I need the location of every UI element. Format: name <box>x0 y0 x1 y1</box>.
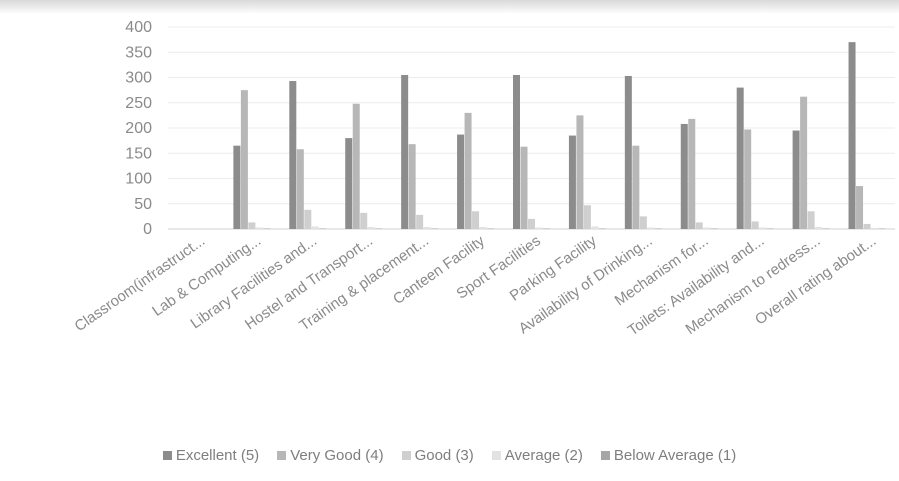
bar <box>654 228 662 229</box>
legend: Excellent (5) Very Good (4) Good (3) Averag… <box>0 444 899 466</box>
bar <box>528 218 535 229</box>
bar <box>352 103 360 229</box>
legend-swatch <box>401 450 411 460</box>
bar <box>878 228 886 229</box>
bar <box>360 212 368 229</box>
bar <box>401 74 409 229</box>
bar <box>255 227 263 229</box>
legend-item: Average (2) <box>491 446 583 464</box>
bar <box>695 222 703 229</box>
legend-swatch <box>162 450 172 460</box>
bar <box>457 134 465 229</box>
bar <box>639 216 647 229</box>
legend-item: Very Good (4) <box>277 446 384 464</box>
bar <box>710 228 718 229</box>
bar <box>703 227 711 229</box>
bar <box>375 228 383 229</box>
bar <box>263 228 271 229</box>
bar <box>296 149 304 229</box>
bar <box>744 129 752 229</box>
legend-label: Excellent (5) <box>175 446 260 464</box>
bar <box>240 90 248 229</box>
legend-label: Average (2) <box>504 446 583 464</box>
bar <box>487 228 495 229</box>
bar <box>248 222 256 229</box>
bar <box>598 228 606 229</box>
bar <box>822 228 830 229</box>
legend-label: Below Average (1) <box>613 446 737 464</box>
bar <box>408 144 416 229</box>
bar <box>647 227 655 229</box>
bar <box>591 226 599 229</box>
bar <box>464 112 472 229</box>
legend-swatch <box>491 450 501 460</box>
y-tick-label: 350 <box>125 44 152 61</box>
y-tick-label: 100 <box>125 171 152 188</box>
legend-item: Excellent (5) <box>162 446 260 464</box>
bar <box>423 226 431 229</box>
bar <box>871 227 879 229</box>
bar <box>759 227 767 229</box>
bar <box>766 228 774 229</box>
bar <box>680 123 688 229</box>
bar <box>472 211 480 229</box>
bar <box>535 227 543 229</box>
bar <box>583 205 591 229</box>
legend-label: Good (3) <box>414 446 474 464</box>
y-tick-label: 0 <box>143 221 152 238</box>
bar <box>319 228 327 229</box>
legend-item: Good (3) <box>401 446 474 464</box>
bar <box>345 138 353 229</box>
y-tick-label: 50 <box>134 196 152 213</box>
bar <box>520 146 528 229</box>
bar <box>367 226 375 229</box>
y-tick-label: 200 <box>125 120 152 137</box>
bar <box>233 145 241 229</box>
bar <box>736 87 744 229</box>
bar <box>863 223 871 229</box>
bar <box>513 74 520 229</box>
y-tick-label: 400 <box>125 19 152 36</box>
bar <box>688 118 696 229</box>
bar <box>479 226 487 229</box>
bar <box>751 221 759 229</box>
y-tick-label: 300 <box>125 70 152 87</box>
bar <box>304 209 312 229</box>
bar <box>311 226 319 229</box>
bar <box>416 214 424 229</box>
bar <box>576 115 584 229</box>
bar <box>543 228 550 229</box>
legend-swatch <box>600 450 610 460</box>
bar <box>807 211 815 229</box>
bar <box>632 145 640 229</box>
legend-item: Below Average (1) <box>600 446 737 464</box>
top-edge-shadow <box>0 0 899 14</box>
bar <box>568 135 576 229</box>
bar <box>800 96 808 229</box>
bar <box>815 226 823 229</box>
bar <box>431 228 439 229</box>
y-tick-label: 150 <box>125 145 152 162</box>
bar <box>624 75 632 229</box>
bar <box>289 81 297 229</box>
bar <box>848 42 856 230</box>
y-tick-label: 250 <box>125 95 152 112</box>
legend-label: Very Good (4) <box>290 446 384 464</box>
x-tick-label: Mechanism for... <box>612 232 712 309</box>
bar <box>856 186 864 229</box>
legend-swatch <box>277 450 287 460</box>
bar <box>792 130 800 229</box>
